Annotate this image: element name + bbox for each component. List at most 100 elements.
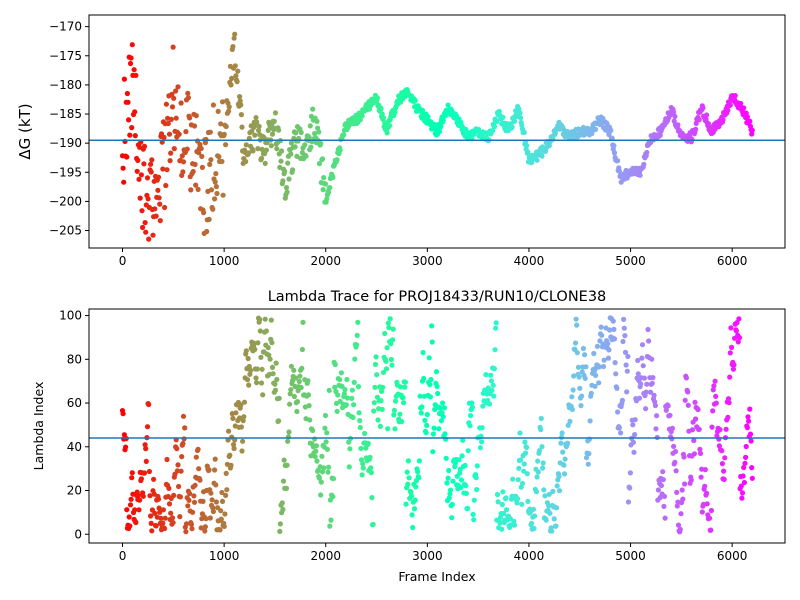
lambda-point [310,427,316,434]
lambda-point [388,356,394,363]
lambda-point [553,523,559,529]
lambda-point [142,442,148,448]
lambda-point [416,475,422,481]
lambda-point [488,372,494,378]
lambda-point [462,462,468,469]
lambda-point [323,439,329,445]
dg-point [208,187,215,193]
lambda-point [721,476,727,482]
lambda-point [369,495,375,501]
lambda-point [627,470,634,476]
lambda-point [188,521,194,528]
lambda-point [474,463,480,469]
lambda-point [223,492,229,498]
lambda-point [416,458,422,464]
lambda-point [276,418,282,424]
lambda-point [151,476,157,482]
lambda-point [423,430,429,436]
dg-point [246,150,252,156]
dg-point [307,123,313,129]
lambda-point [313,443,319,449]
lambda-point [491,366,497,372]
dg-point [387,123,393,129]
dg-point [438,123,444,129]
dg-point [319,156,326,162]
lambda-point [350,414,356,420]
lambda-point [255,340,261,346]
lambda-point [208,490,214,496]
dg-point [283,185,290,191]
lambda-point [632,432,638,438]
lambda-point [596,380,602,386]
lambda-point [596,364,602,370]
lambda-point [421,375,427,382]
dg-y-tick-label: −170 [49,20,82,34]
lambda-point [499,526,505,532]
lambda-point [124,507,130,513]
lambda-point [575,364,582,370]
dg-point [611,150,618,156]
lambda-point [153,523,159,529]
dg-point [256,123,262,129]
lambda-point [152,510,158,516]
lambda-point [594,343,601,349]
dg-point [126,117,132,123]
dg-panel: 0 1000 2000 3000 4000 5000 6000 −205 −200 −195 −1… [16,14,786,268]
lambda-point [254,366,260,372]
lambda-point [254,380,260,386]
lambda-point [207,515,213,521]
lambda-point [258,380,265,386]
dg-point [144,175,151,181]
dg-point [500,114,506,120]
lambda-point [735,339,741,345]
dg-point [197,141,203,148]
dg-x-tick-label: 2000 [310,254,341,268]
lambda-point [639,342,646,348]
lambda-point [681,454,687,460]
dg-point [671,109,677,115]
lambda-point [431,425,437,431]
lambda-point [277,528,283,535]
lambda-point [474,487,480,493]
lambda-point [468,413,474,419]
lambda-point [525,498,531,504]
dg-point [741,105,747,111]
lambda-point [326,464,332,470]
lambda-point [635,371,641,377]
lambda-point [140,493,146,499]
dg-point [132,133,138,139]
dg-point [359,113,365,119]
lambda-point [429,339,435,345]
lambda-point [403,501,409,507]
lambda-point [324,430,330,436]
dg-point [749,127,755,133]
lambda-point [743,443,749,450]
dg-point [374,95,380,101]
lambda-point [748,438,754,444]
lambda-point [371,408,377,414]
dg-point [511,118,518,124]
dg-point [432,121,438,128]
lambda-point [561,471,568,477]
lambda-point [338,370,344,376]
lambda-point [227,452,233,458]
lambda-point [730,366,737,372]
lambda-point [284,462,290,468]
lambda-point [409,512,415,518]
lambda-point [619,397,626,403]
dg-point [720,117,726,123]
dg-point [491,124,497,130]
lambda-point [389,362,395,368]
lambda-point [745,414,751,420]
lambda-point [293,375,299,381]
lambda-point [327,523,333,529]
lambda-point [439,410,445,416]
lambda-point [166,485,172,491]
dg-point [425,114,431,120]
lambda-y-axis-label: Lambda Index [31,382,46,471]
lambda-point [516,465,522,471]
lambda-point [233,410,239,416]
lambda-point [540,460,546,466]
lambda-point [693,416,699,422]
lambda-point [471,497,477,503]
